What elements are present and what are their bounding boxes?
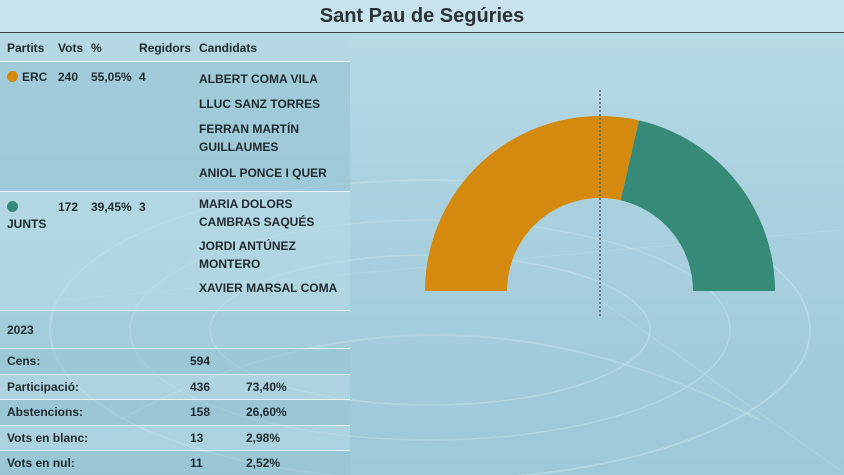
- results-header: Partits Vots % Regidors Candidats: [0, 34, 350, 61]
- summary-year: 2023: [7, 323, 34, 337]
- summary-pct: 26,60%: [246, 405, 287, 420]
- candidate-name: ALBERT COMA VILA: [199, 72, 318, 86]
- party-row-erc: ERC 240 55,05% 4 ALBERT COMA VILA LLUC S…: [0, 61, 350, 191]
- summary-number: 158: [190, 405, 211, 420]
- party-votes: 172: [58, 200, 79, 214]
- candidate-name: LLUC SANZ TORRES: [199, 97, 321, 111]
- page-title: Sant Pau de Segúries: [319, 4, 525, 27]
- summary-number: 594: [190, 354, 211, 369]
- summary-pct: 2,52%: [246, 456, 281, 471]
- party-name: ERC: [22, 70, 48, 84]
- summary-pct: 73,40%: [246, 379, 287, 394]
- candidate-name: FERRAN MARTÍN GUILLAUMES: [199, 122, 299, 154]
- summary-label: Participació:: [7, 379, 80, 394]
- party-color-dot: [7, 201, 18, 212]
- candidate-name: ANIOL PONCE I QUER: [199, 166, 327, 180]
- summary-row-null-votes: Vots en nul: 11 2,52%: [0, 450, 350, 475]
- party-votes: 240: [58, 70, 79, 84]
- header-pct: %: [91, 40, 102, 55]
- party-pct: 55,05%: [91, 70, 132, 84]
- summary-number: 436: [190, 379, 211, 394]
- party-pct: 39,45%: [91, 200, 132, 214]
- summary-number: 13: [190, 430, 204, 445]
- summary-label: Vots en blanc:: [7, 430, 89, 445]
- seat-hemicycle-chart: [425, 90, 775, 317]
- summary-rows: Cens: 594 Participació: 436 73,40% Abste…: [0, 348, 350, 475]
- summary-pct: 2,98%: [246, 430, 281, 445]
- title-bar: Sant Pau de Segúries: [0, 0, 844, 33]
- summary-number: 11: [190, 456, 203, 471]
- party-row-junts: JUNTS 172 39,45% 3 MARIA DOLORS CAMBRAS …: [0, 191, 350, 311]
- hemicycle-segment-erc: [425, 115, 639, 291]
- candidate-list: MARIA DOLORS CAMBRAS SAQUÉS JORDI ANTÚNE…: [199, 192, 350, 310]
- results-table: Partits Vots % Regidors Candidats ERC 24…: [0, 34, 350, 311]
- header-votes: Vots: [58, 40, 84, 55]
- summary-row-turnout: Participació: 436 73,40%: [0, 373, 350, 399]
- summary-row-abstention: Abstencions: 158 26,60%: [0, 399, 350, 425]
- summary-label: Abstencions:: [7, 405, 84, 420]
- turnout-summary: 2023 Cens: 594 Participació: 436 73,40% …: [0, 312, 350, 475]
- summary-row-blank-votes: Vots en blanc: 13 2,98%: [0, 424, 350, 450]
- header-party: Partits: [7, 40, 45, 55]
- summary-label: Cens:: [7, 354, 41, 369]
- party-name: JUNTS: [7, 217, 47, 231]
- summary-label: Vots en nul:: [7, 456, 75, 471]
- party-name-cell: ERC: [0, 62, 52, 191]
- candidate-name: XAVIER MARSAL COMA: [199, 281, 338, 295]
- party-color-dot: [7, 71, 18, 82]
- summary-row-census: Cens: 594: [0, 348, 350, 374]
- candidate-name: JORDI ANTÚNEZ MONTERO: [199, 239, 296, 271]
- hemicycle-segment-junts: [620, 120, 775, 291]
- header-seats: Regidors: [139, 40, 192, 55]
- candidate-name: MARIA DOLORS CAMBRAS SAQUÉS: [199, 197, 315, 229]
- party-name-cell: JUNTS: [0, 192, 52, 310]
- header-candidates: Candidats: [199, 40, 258, 55]
- candidate-list: ALBERT COMA VILA LLUC SANZ TORRES FERRAN…: [199, 62, 350, 191]
- party-seats: 3: [139, 200, 146, 214]
- party-seats: 4: [139, 70, 146, 84]
